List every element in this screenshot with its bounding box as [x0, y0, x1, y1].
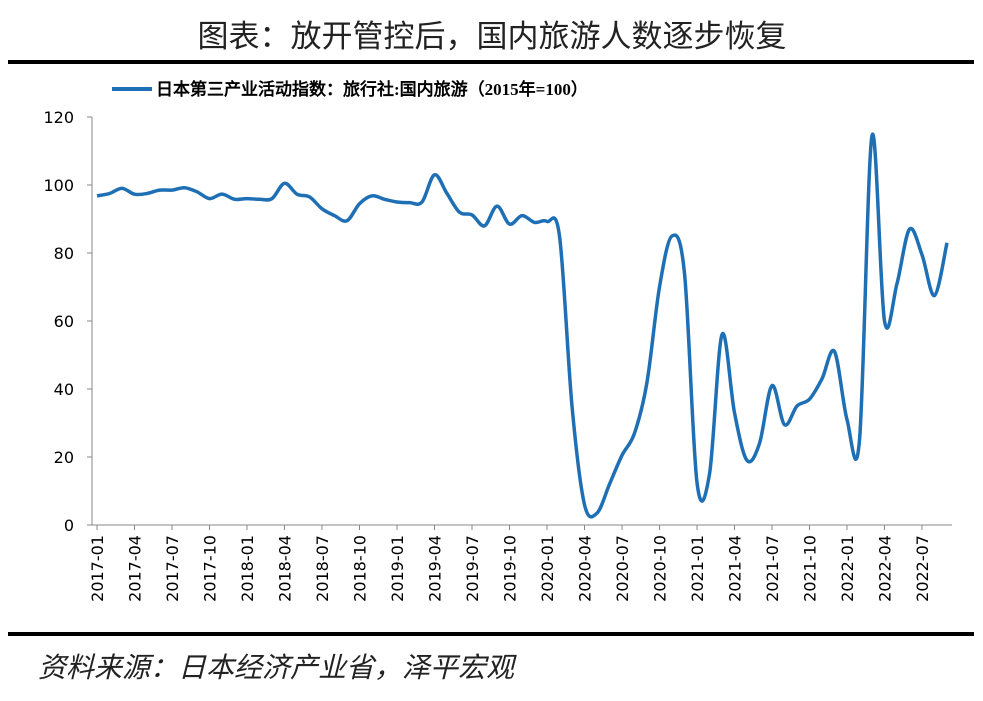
y-tick-label: 120: [43, 108, 74, 127]
x-tick-label: 2021-04: [726, 535, 745, 602]
x-tick-label: 2017-10: [201, 535, 220, 602]
x-tick-label: 2019-04: [426, 535, 445, 602]
y-tick-label: 60: [54, 312, 74, 331]
x-tick-label: 2018-01: [238, 535, 257, 602]
data-line: [96, 132, 949, 519]
x-tick-label: 2017-01: [88, 535, 107, 602]
page-title: 图表：放开管控后，国内旅游人数逐步恢复: [198, 19, 787, 55]
x-tick-label: 2020-07: [613, 535, 632, 602]
source-note: 资料来源：日本经济产业省，泽平宏观: [38, 651, 517, 684]
x-tick-label: 2022-07: [913, 535, 932, 602]
y-tick-label: 20: [54, 448, 74, 467]
x-tick-label: 2020-01: [538, 535, 557, 602]
bottom-rule: [8, 632, 974, 636]
x-tick-label: 2017-07: [163, 535, 182, 602]
x-tick-label: 2017-04: [126, 535, 145, 602]
y-tick-label: 80: [54, 244, 74, 263]
x-tick-label: 2019-07: [463, 535, 482, 602]
legend-label: 日本第三产业活动指数：旅行社:国内旅游（2015年=100）: [156, 79, 588, 99]
x-tick-label: 2018-10: [351, 535, 370, 602]
x-tick-label: 2022-04: [876, 535, 895, 602]
x-tick-label: 2020-10: [651, 535, 670, 602]
x-tick-label: 2018-04: [276, 535, 295, 602]
x-tick-label: 2021-07: [763, 535, 782, 602]
x-tick-label: 2021-01: [688, 535, 707, 602]
x-tick-label: 2021-10: [801, 535, 820, 602]
x-tick-label: 2022-01: [838, 535, 857, 602]
top-rule: [8, 60, 974, 64]
y-tick-label: 100: [43, 176, 74, 195]
y-tick-label: 0: [64, 516, 74, 535]
x-tick-label: 2020-04: [576, 535, 595, 602]
x-tick-label: 2018-07: [313, 535, 332, 602]
x-tick-label: 2019-01: [388, 535, 407, 602]
y-tick-label: 40: [54, 380, 74, 399]
x-tick-label: 2019-10: [501, 535, 520, 602]
